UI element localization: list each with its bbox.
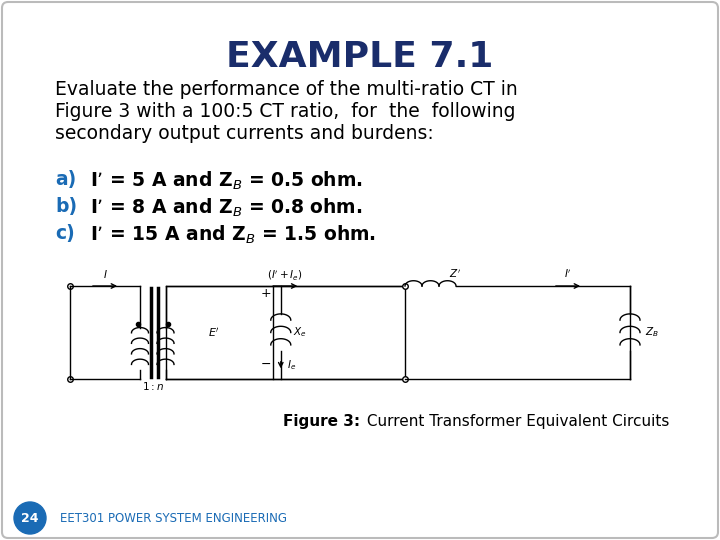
Text: $I'$: $I'$	[564, 268, 572, 280]
Text: Evaluate the performance of the multi-ratio CT in: Evaluate the performance of the multi-ra…	[55, 80, 518, 99]
Text: $Z_B$: $Z_B$	[645, 326, 659, 340]
Text: $I_e$: $I_e$	[287, 358, 296, 372]
Text: EXAMPLE 7.1: EXAMPLE 7.1	[226, 40, 494, 74]
Text: Figure 3 with a 100:5 CT ratio,  for  the  following: Figure 3 with a 100:5 CT ratio, for the …	[55, 102, 516, 121]
Text: b): b)	[55, 197, 77, 216]
Text: $X_e$: $X_e$	[293, 326, 307, 340]
Text: $1 : n$: $1 : n$	[142, 380, 163, 392]
Text: secondary output currents and burdens:: secondary output currents and burdens:	[55, 124, 433, 143]
Text: a): a)	[55, 170, 76, 189]
Text: I’ = 15 A and Z$_B$ = 1.5 ohm.: I’ = 15 A and Z$_B$ = 1.5 ohm.	[90, 224, 376, 246]
Text: I’ = 5 A and Z$_B$ = 0.5 ohm.: I’ = 5 A and Z$_B$ = 0.5 ohm.	[90, 170, 363, 192]
Text: Figure 3:: Figure 3:	[283, 414, 360, 429]
Text: +: +	[261, 287, 271, 300]
Text: $(I' + I_e)$: $(I' + I_e)$	[267, 268, 303, 282]
Text: −: −	[261, 358, 271, 371]
Text: I’ = 8 A and Z$_B$ = 0.8 ohm.: I’ = 8 A and Z$_B$ = 0.8 ohm.	[90, 197, 363, 219]
Text: 24: 24	[22, 511, 39, 524]
Text: c): c)	[55, 224, 75, 243]
Text: Current Transformer Equivalent Circuits: Current Transformer Equivalent Circuits	[362, 414, 670, 429]
Text: $E'$: $E'$	[209, 326, 220, 339]
Text: $I$: $I$	[103, 268, 107, 280]
Text: $Z'$: $Z'$	[449, 268, 462, 280]
Text: EET301 POWER SYSTEM ENGINEERING: EET301 POWER SYSTEM ENGINEERING	[60, 511, 287, 524]
Circle shape	[14, 502, 46, 534]
